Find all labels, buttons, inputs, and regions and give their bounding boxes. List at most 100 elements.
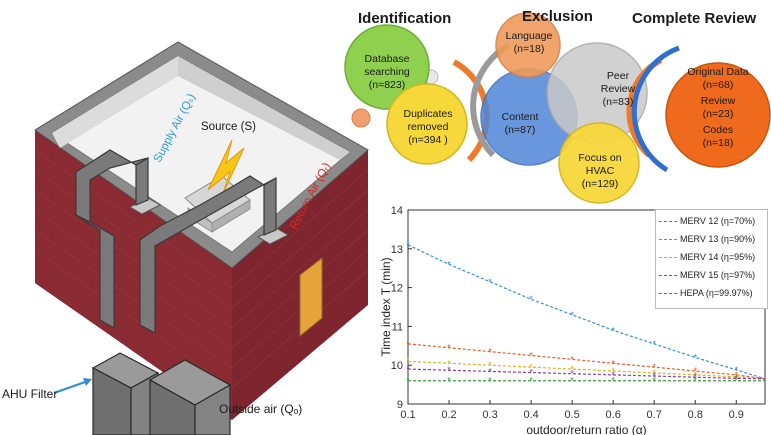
data-point: * (529, 376, 533, 386)
focus-count: (n=129) (581, 178, 619, 190)
header-identification: Identification (358, 10, 452, 27)
content-count: (n=87) (504, 124, 536, 136)
source-label: Source (S) (201, 121, 256, 133)
chart-legend: MERV 12 (η=70%) MERV 13 (η=90%) MERV 14 (η… (655, 209, 768, 309)
duplicates-count: (n=394 ) (408, 134, 448, 146)
data-point: * (735, 376, 739, 386)
data-point: * (570, 310, 574, 320)
legend-swatch (659, 275, 677, 277)
data-point: * (447, 376, 451, 386)
data-point: * (693, 372, 697, 382)
data-point: * (488, 277, 492, 287)
legend-label: HEPA (η=99.97%) (680, 288, 753, 298)
language-count: (n=18) (513, 43, 545, 55)
data-point: * (488, 376, 492, 386)
data-point: * (735, 372, 739, 382)
bubble-language (495, 12, 561, 78)
data-point: * (611, 370, 615, 380)
legend-entry: HEPA (η=99.97%) (659, 288, 753, 298)
y-tick-label: 9 (397, 399, 403, 411)
x-axis-label: outdoor/return ratio (α) (526, 423, 646, 435)
data-point: * (735, 373, 739, 383)
legend-swatch (659, 239, 677, 241)
small-bubble-orange (351, 108, 371, 128)
data-point: * (611, 376, 615, 386)
legend-entry: MERV 15 (η=97%) (659, 270, 755, 280)
data-point: * (406, 356, 410, 366)
database-line2: searching (364, 66, 410, 78)
series-line (407, 368, 766, 380)
focus-line2: HVAC (585, 165, 615, 177)
data-point: * (406, 376, 410, 386)
text-complete-review: Original Data (n=68) Review (n=23) Codes… (670, 66, 766, 150)
series-line (407, 360, 766, 380)
legend-label: MERV 14 (η=95%) (680, 252, 756, 262)
x-tick-label: 0.9 (729, 409, 744, 421)
legend-swatch (659, 257, 677, 259)
peer-line2: Review (600, 83, 636, 95)
source-plume (207, 139, 245, 197)
legend-entry: MERV 14 (η=95%) (659, 252, 755, 262)
text-focus-hvac: Focus on HVAC (n=129) (570, 152, 630, 191)
y-tick-label: 10 (391, 360, 403, 372)
series-line (407, 244, 766, 380)
data-point: * (693, 366, 697, 376)
door (299, 256, 323, 338)
x-tick-label: 0.7 (647, 409, 662, 421)
ahu-arrow-head (83, 378, 92, 386)
duplicates-line1: Duplicates (403, 108, 453, 120)
x-tick-label: 0.4 (523, 409, 538, 421)
peer-line1: Peer (606, 70, 630, 82)
data-point: * (611, 366, 615, 376)
legend-label: MERV 15 (η=97%) (680, 270, 756, 280)
legend-entry: MERV 13 (η=90%) (659, 234, 755, 244)
data-point: * (529, 351, 533, 361)
series-line (407, 343, 766, 380)
x-tick-label: 0.5 (564, 409, 579, 421)
x-tick-label: 0.2 (441, 409, 456, 421)
review-codes: Codes (702, 124, 734, 136)
inner-wall-back-right (178, 56, 350, 160)
legend-swatch (659, 293, 677, 295)
y-axis-label: Time index T (min) (380, 257, 393, 356)
arc-gray-exclusion (470, 42, 511, 158)
language-line1: Language (505, 30, 553, 42)
data-point: * (693, 376, 697, 386)
y-tick-label: 14 (391, 205, 403, 217)
arc-blue-right (631, 45, 680, 173)
data-point: * (529, 294, 533, 304)
database-count: (n=823) (368, 79, 406, 91)
peer-count: (n=83) (602, 96, 634, 108)
data-point: * (406, 240, 410, 250)
header-complete-review: Complete Review (632, 10, 757, 27)
legend-label: MERV 12 (η=70%) (680, 216, 756, 226)
data-point: * (406, 364, 410, 374)
data-point: * (735, 370, 739, 380)
x-tick-label: 0.1 (400, 409, 415, 421)
building-schematic (34, 41, 369, 435)
ahu-arrow (53, 379, 89, 395)
data-point: * (570, 369, 574, 379)
data-point: * (652, 371, 656, 381)
legend-entry: MERV 12 (η=70%) (659, 216, 755, 226)
data-point: * (652, 368, 656, 378)
review-original: Original Data (687, 66, 749, 78)
y-tick-label: 12 (391, 283, 403, 295)
review-flow-diagram (344, 12, 771, 204)
data-point: * (447, 365, 451, 375)
review-review: Review (700, 95, 736, 107)
data-point: * (488, 347, 492, 357)
data-point: * (447, 343, 451, 353)
data-point: * (611, 358, 615, 368)
database-line1: Database (364, 53, 410, 65)
data-point: * (735, 365, 739, 375)
data-point: * (488, 366, 492, 376)
data-point: * (406, 339, 410, 349)
header-exclusion: Exclusion (522, 8, 593, 25)
bubble-focus-hvac (558, 122, 640, 204)
data-point: * (447, 259, 451, 269)
text-peer-review: Peer Review (n=83) (588, 70, 648, 109)
data-point: * (652, 339, 656, 349)
focus-line1: Focus on (578, 152, 622, 164)
